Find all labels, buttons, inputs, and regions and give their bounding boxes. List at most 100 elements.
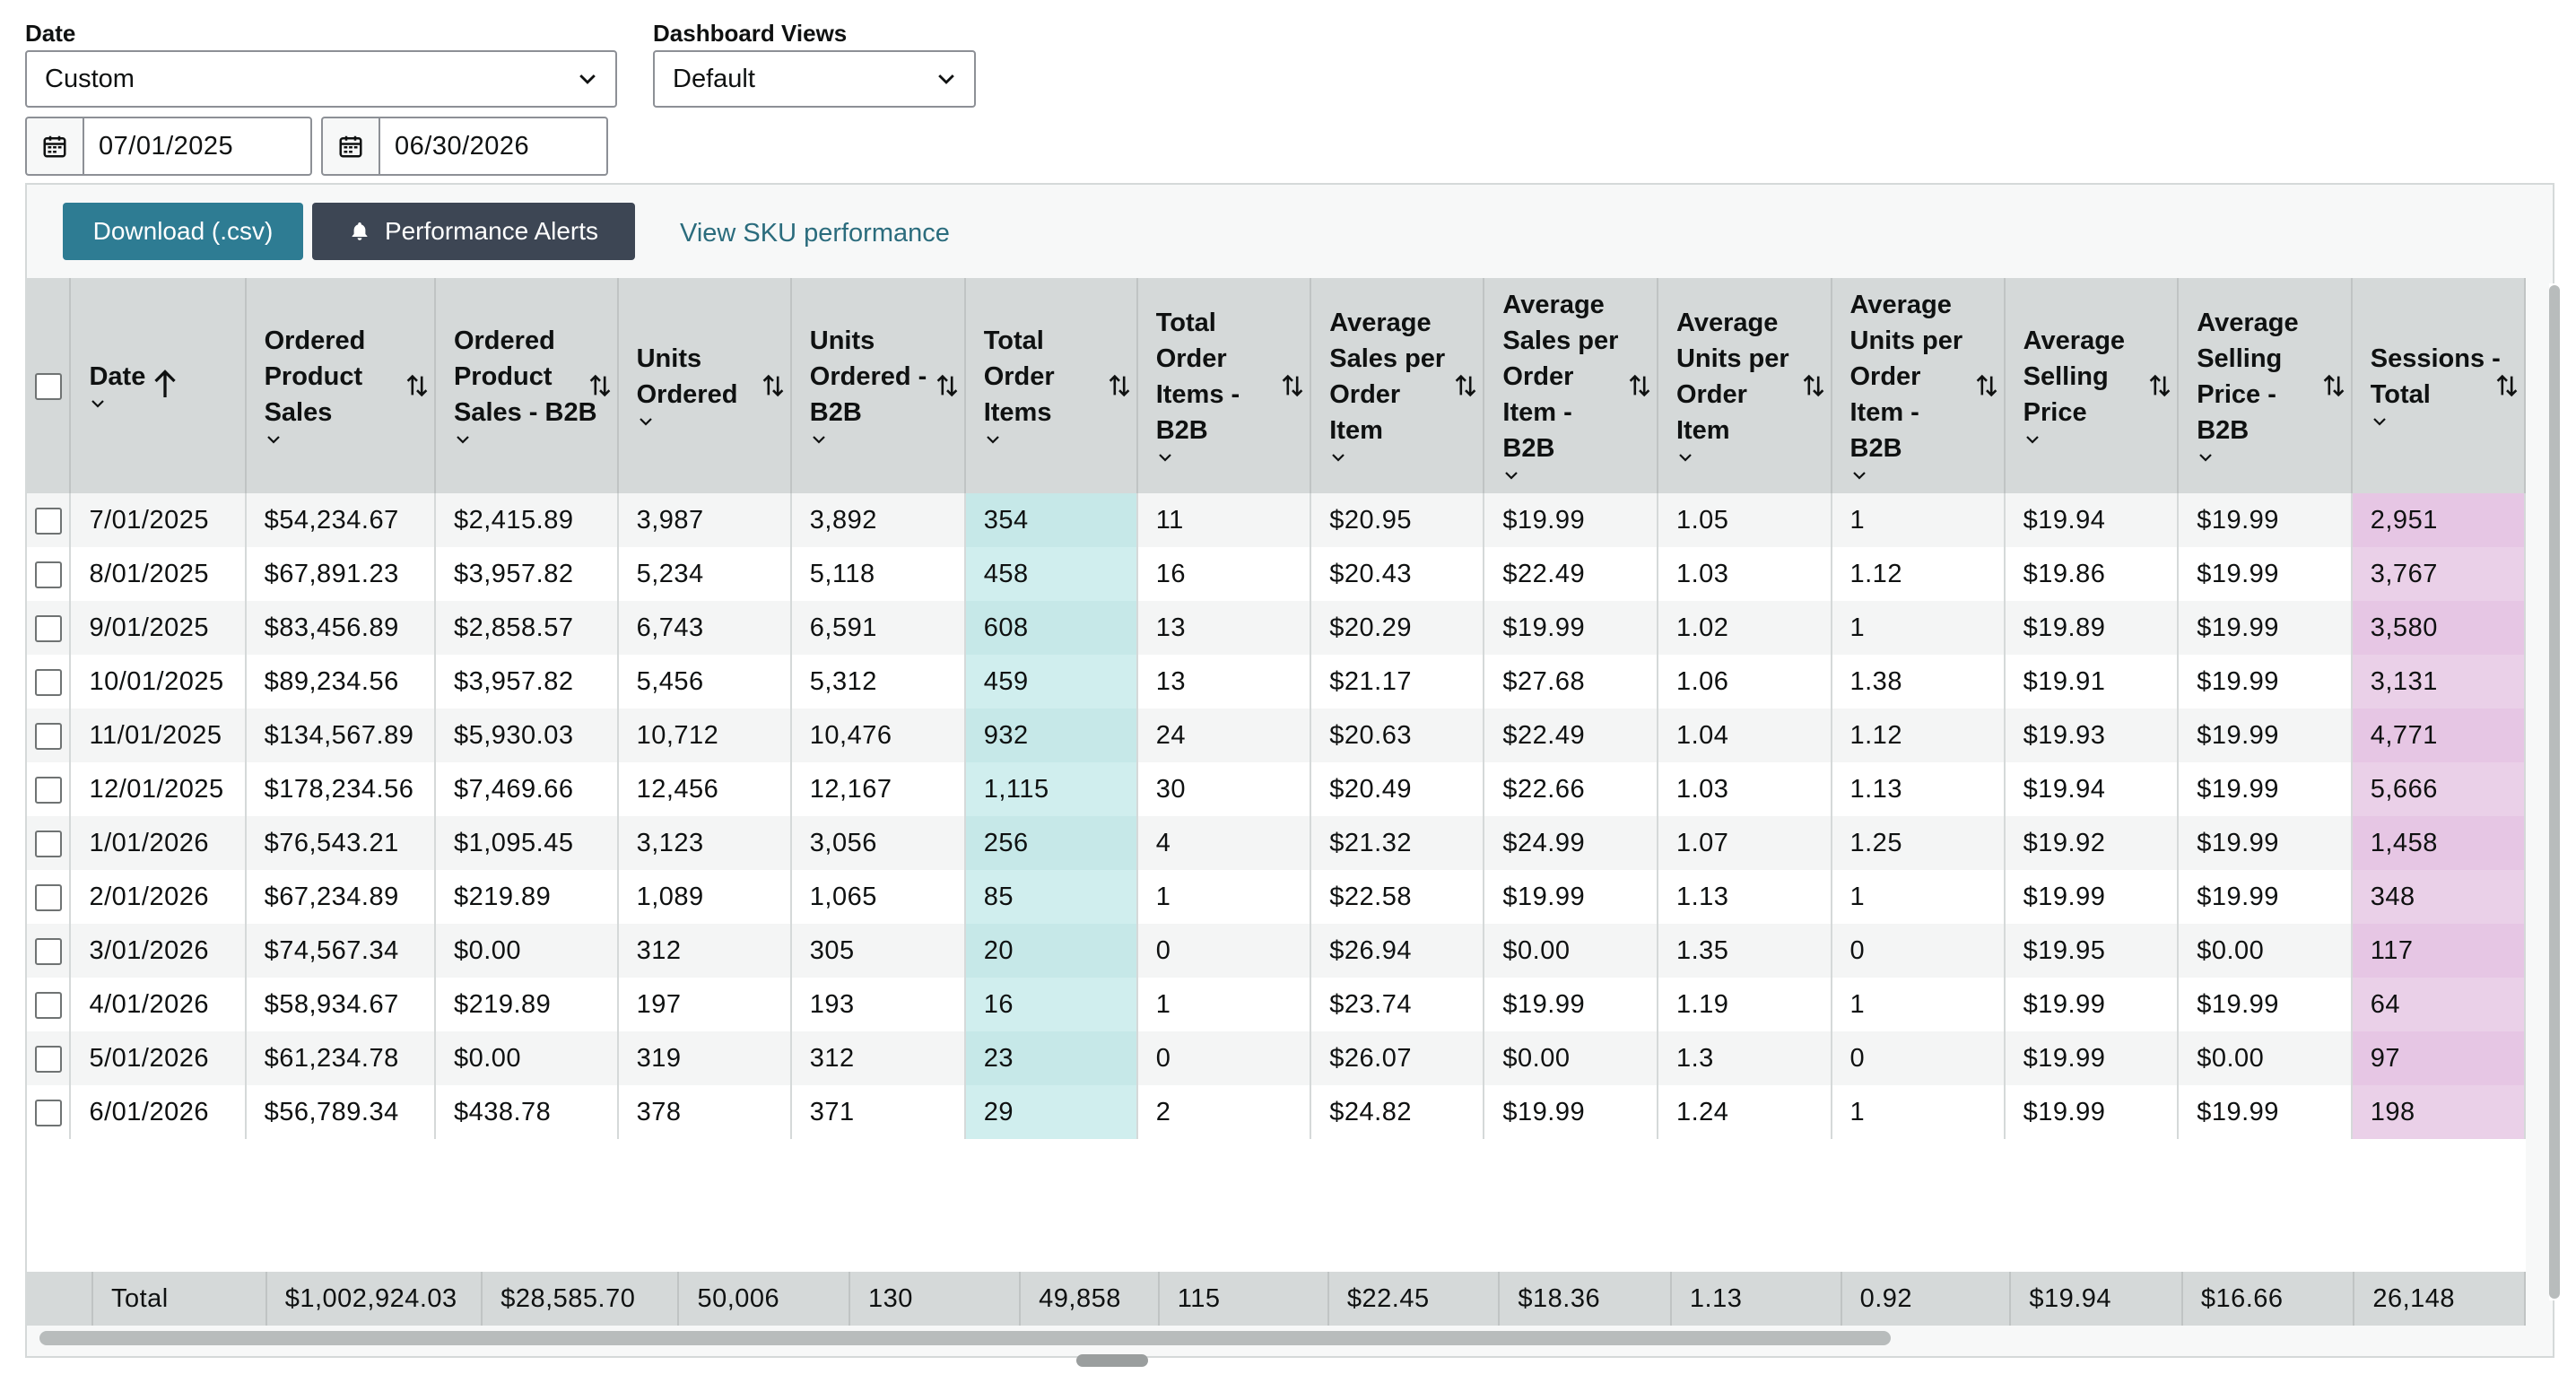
table-cell: 1	[1831, 1085, 2006, 1139]
table-cell: $21.32	[1310, 816, 1485, 870]
column-header-line: Average	[1849, 291, 1952, 319]
sort-toggle-icon[interactable]	[2495, 371, 2519, 400]
column-header[interactable]: Average Sales per Order Item - B2B	[1484, 278, 1658, 493]
column-header-line: Item	[1675, 416, 1730, 445]
end-date-calendar-button[interactable]	[321, 117, 379, 176]
table-cell: 1.25	[1831, 816, 2006, 870]
column-menu-chevron-icon[interactable]	[810, 430, 828, 448]
column-header-label: Average Selling Price	[2023, 323, 2176, 430]
column-menu-chevron-icon[interactable]	[2197, 448, 2215, 466]
column-header[interactable]: Average Sales per Order Item	[1310, 278, 1485, 493]
column-header-line: Total	[2370, 380, 2431, 409]
table-cell: 85	[964, 870, 1138, 924]
column-header[interactable]: Total Order Items - B2B	[1136, 278, 1312, 493]
table-cell: $19.99	[2178, 601, 2353, 655]
column-header[interactable]: Average Units per Order Item	[1657, 278, 1832, 493]
column-header[interactable]: Average Selling Price	[2004, 278, 2180, 493]
table-cell: $1,095.45	[434, 816, 619, 870]
table-cell: $19.99	[1484, 1085, 1658, 1139]
column-header[interactable]: Average Selling Price - B2B	[2178, 278, 2353, 493]
sort-toggle-icon[interactable]	[1628, 371, 1651, 400]
end-date-input[interactable]: 06/30/2026	[379, 117, 608, 176]
table-cell: $2,858.57	[434, 601, 619, 655]
row-checkbox[interactable]	[34, 722, 62, 750]
date-range-select[interactable]: Custom	[25, 50, 617, 108]
table-cell: $21.17	[1310, 655, 1485, 709]
column-header[interactable]: Total Order Items	[964, 278, 1138, 493]
column-menu-chevron-icon[interactable]	[984, 430, 1002, 448]
table-cell: 1.07	[1657, 816, 1832, 870]
row-checkbox[interactable]	[34, 776, 62, 804]
table-cell: 1.03	[1657, 762, 1832, 816]
row-checkbox[interactable]	[34, 614, 62, 642]
start-date-input[interactable]: 07/01/2025	[83, 117, 312, 176]
select-all-checkbox[interactable]	[34, 373, 62, 401]
start-date-calendar-button[interactable]	[25, 117, 83, 176]
table-cell: $0.00	[2178, 1031, 2353, 1085]
column-header-line: Item	[1329, 416, 1383, 445]
column-menu-chevron-icon[interactable]	[637, 413, 655, 430]
table-cell: $19.99	[2004, 870, 2180, 924]
column-menu-chevron-icon[interactable]	[1502, 466, 1520, 484]
sort-toggle-icon[interactable]	[1108, 371, 1131, 400]
column-menu-chevron-icon[interactable]	[265, 430, 283, 448]
sort-toggle-icon[interactable]	[936, 371, 959, 400]
sort-toggle-icon[interactable]	[1802, 371, 1825, 400]
sort-toggle-icon[interactable]	[405, 371, 429, 400]
row-checkbox[interactable]	[34, 507, 62, 535]
column-header-label: Average Sales per Order Item	[1329, 305, 1482, 448]
column-menu-chevron-icon[interactable]	[2023, 430, 2041, 448]
sort-toggle-icon[interactable]	[588, 371, 612, 400]
sort-toggle-icon[interactable]	[2322, 371, 2345, 400]
sort-ascending-icon[interactable]	[152, 368, 178, 400]
row-checkbox[interactable]	[34, 937, 62, 965]
column-header-line: Product	[453, 362, 553, 391]
column-menu-chevron-icon[interactable]	[2371, 413, 2389, 430]
column-header[interactable]: Ordered Product Sales - B2B	[434, 278, 619, 493]
resize-handle[interactable]	[1076, 1354, 1148, 1367]
table-cell: 0	[1136, 1031, 1312, 1085]
table-cell: $20.29	[1310, 601, 1485, 655]
column-menu-chevron-icon[interactable]	[454, 430, 472, 448]
sort-toggle-icon[interactable]	[2148, 371, 2171, 400]
date-filter-label: Date	[25, 20, 76, 47]
column-menu-chevron-icon[interactable]	[1156, 448, 1174, 466]
column-menu-chevron-icon[interactable]	[1850, 466, 1868, 484]
column-header[interactable]: Date	[70, 278, 247, 493]
view-sku-performance-link[interactable]: View SKU performance	[680, 219, 950, 248]
row-checkbox[interactable]	[34, 1099, 62, 1126]
sort-toggle-icon[interactable]	[1975, 371, 1998, 400]
column-header[interactable]: Units Ordered - B2B	[790, 278, 966, 493]
table-cell: 3,131	[2351, 655, 2526, 709]
table-cell: $19.99	[2178, 870, 2353, 924]
column-header-line: B2B	[809, 398, 862, 427]
row-checkbox[interactable]	[34, 830, 62, 857]
horizontal-scrollbar-thumb[interactable]	[39, 1331, 1891, 1345]
table-cell: 1.04	[1657, 709, 1832, 762]
row-checkbox[interactable]	[34, 668, 62, 696]
table-cell: $67,891.23	[245, 547, 436, 601]
column-menu-chevron-icon[interactable]	[1329, 448, 1347, 466]
column-header[interactable]: Average Units per Order Item - B2B	[1831, 278, 2006, 493]
row-checkbox[interactable]	[34, 991, 62, 1019]
column-menu-chevron-icon[interactable]	[89, 395, 107, 413]
table-row: 1/01/2026 $76,543.21 $1,095.45 3,123 3,056 25…	[27, 816, 2526, 870]
dashboard-views-select[interactable]: Default	[653, 50, 976, 108]
column-header[interactable]: Ordered Product Sales	[245, 278, 436, 493]
table-cell: $54,234.67	[245, 493, 436, 547]
sort-toggle-icon[interactable]	[1454, 371, 1477, 400]
table-cell: 193	[790, 978, 966, 1031]
row-checkbox[interactable]	[34, 561, 62, 588]
vertical-scrollbar-thumb[interactable]	[2549, 285, 2560, 1299]
download-csv-button[interactable]: Download (.csv)	[63, 203, 303, 260]
table-cell: 11	[1136, 493, 1312, 547]
row-checkbox[interactable]	[34, 883, 62, 911]
sort-toggle-icon[interactable]	[1281, 371, 1304, 400]
column-header-line: Selling	[2197, 344, 2283, 373]
row-checkbox[interactable]	[34, 1045, 62, 1073]
column-menu-chevron-icon[interactable]	[1676, 448, 1694, 466]
performance-alerts-button[interactable]: Performance Alerts	[312, 203, 635, 260]
column-header[interactable]: Units Ordered	[617, 278, 792, 493]
sort-toggle-icon[interactable]	[761, 371, 785, 400]
column-header[interactable]: Sessions - Total	[2351, 278, 2526, 493]
